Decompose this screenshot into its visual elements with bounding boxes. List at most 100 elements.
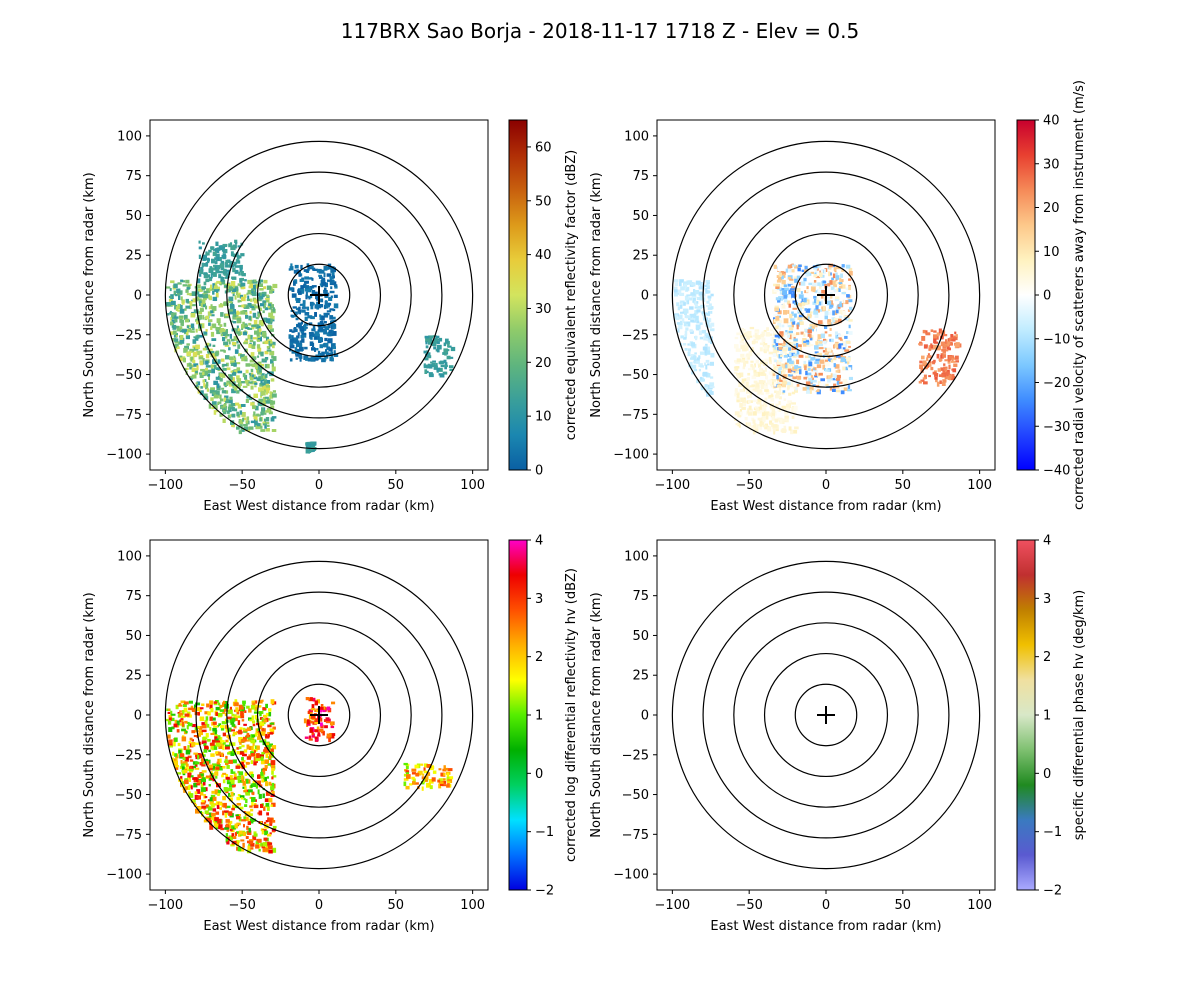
echo-gate bbox=[922, 360, 927, 365]
echo-gate bbox=[176, 729, 180, 733]
echo-gate bbox=[233, 355, 236, 359]
echo-gate bbox=[211, 338, 217, 341]
echo-gate bbox=[324, 356, 327, 361]
echo-gate bbox=[695, 360, 700, 364]
y-tick-label: −25 bbox=[115, 748, 142, 763]
echo-gate bbox=[270, 315, 275, 320]
echo-gate bbox=[791, 322, 794, 328]
echo-gate bbox=[258, 351, 261, 355]
echo-gate bbox=[291, 335, 294, 340]
echo-gate bbox=[802, 338, 807, 341]
echo-gate bbox=[200, 386, 203, 389]
echo-gate bbox=[260, 279, 263, 283]
echo-gate bbox=[770, 412, 775, 418]
echo-gate bbox=[931, 360, 935, 364]
echo-gate bbox=[835, 353, 839, 357]
echo-gate bbox=[328, 297, 333, 301]
echo-gate bbox=[215, 410, 219, 413]
echo-gate bbox=[262, 829, 267, 832]
echo-gate bbox=[187, 776, 190, 780]
echo-gate bbox=[446, 776, 452, 781]
echo-gate bbox=[225, 273, 230, 278]
echo-gate bbox=[255, 844, 260, 849]
echo-gate bbox=[214, 817, 219, 822]
echo-gate bbox=[791, 402, 796, 405]
echo-gate bbox=[796, 324, 799, 330]
echo-gate bbox=[266, 318, 271, 324]
range-ring-40 bbox=[256, 652, 382, 778]
echo-gate bbox=[322, 730, 325, 736]
echo-gate bbox=[229, 304, 235, 308]
echo-gate bbox=[289, 358, 293, 362]
echo-gate bbox=[745, 357, 750, 360]
echo-gate bbox=[239, 294, 244, 299]
echo-gate bbox=[830, 373, 833, 378]
echo-gate bbox=[245, 811, 251, 815]
echo-gate bbox=[198, 726, 203, 729]
echo-gate bbox=[238, 353, 242, 357]
echo-gate bbox=[270, 417, 275, 422]
echo-gate bbox=[265, 753, 269, 759]
echo-gate bbox=[217, 359, 221, 364]
echo-gate bbox=[690, 342, 695, 347]
echo-gate bbox=[250, 818, 255, 822]
echo-gate bbox=[240, 296, 246, 302]
echo-gate bbox=[320, 298, 324, 303]
echo-gate bbox=[210, 270, 214, 276]
echo-gate bbox=[327, 352, 332, 355]
echo-gate bbox=[211, 401, 217, 406]
echo-gate bbox=[173, 723, 178, 728]
echo-gate bbox=[817, 334, 822, 339]
echo-gate bbox=[330, 355, 334, 361]
echo-gate bbox=[694, 303, 698, 307]
echo-gate bbox=[821, 280, 826, 286]
echo-gate bbox=[808, 377, 813, 383]
echo-gate bbox=[171, 316, 175, 319]
echo-gate bbox=[214, 789, 219, 795]
echo-gate bbox=[325, 349, 328, 353]
echo-gate bbox=[327, 279, 332, 282]
echo-gate bbox=[321, 357, 326, 363]
echo-gate bbox=[229, 374, 233, 378]
echo-gate bbox=[216, 288, 220, 292]
echo-gate bbox=[940, 367, 945, 371]
echo-gate bbox=[263, 749, 269, 753]
echo-gate bbox=[263, 806, 266, 811]
echo-gate bbox=[307, 266, 313, 270]
echo-gate bbox=[212, 296, 218, 301]
echo-gate bbox=[254, 700, 258, 704]
echo-gate bbox=[424, 763, 428, 768]
echo-gate bbox=[252, 741, 255, 747]
echo-gate bbox=[254, 419, 258, 424]
range-ring-60 bbox=[733, 202, 919, 388]
echo-gate bbox=[213, 744, 218, 750]
echo-gate bbox=[923, 381, 928, 385]
echo-gate bbox=[325, 721, 330, 724]
echo-gate bbox=[436, 348, 440, 353]
echo-gate bbox=[250, 808, 254, 812]
echo-gate bbox=[254, 284, 260, 288]
range-ring-20 bbox=[287, 263, 351, 327]
echo-gate bbox=[324, 287, 327, 291]
echo-gate bbox=[202, 242, 205, 245]
echo-gate bbox=[778, 344, 784, 349]
echo-gate bbox=[209, 266, 213, 269]
echo-gate bbox=[296, 335, 300, 339]
echo-gate bbox=[792, 307, 798, 310]
echo-gate bbox=[237, 299, 242, 303]
echo-gate bbox=[778, 370, 782, 375]
echo-gate bbox=[843, 274, 848, 278]
echo-gate bbox=[838, 381, 843, 384]
echo-gate bbox=[179, 326, 183, 329]
echo-gate bbox=[180, 776, 183, 780]
echo-gate bbox=[705, 280, 710, 284]
echo-gate bbox=[691, 282, 696, 286]
echo-gate bbox=[198, 806, 203, 810]
echo-gate bbox=[182, 329, 187, 333]
echo-gate bbox=[260, 756, 264, 761]
echo-gate bbox=[939, 374, 944, 377]
echo-gate bbox=[838, 303, 843, 308]
echo-gate bbox=[777, 266, 781, 272]
echo-gate bbox=[186, 293, 191, 296]
echo-gate bbox=[822, 280, 827, 284]
